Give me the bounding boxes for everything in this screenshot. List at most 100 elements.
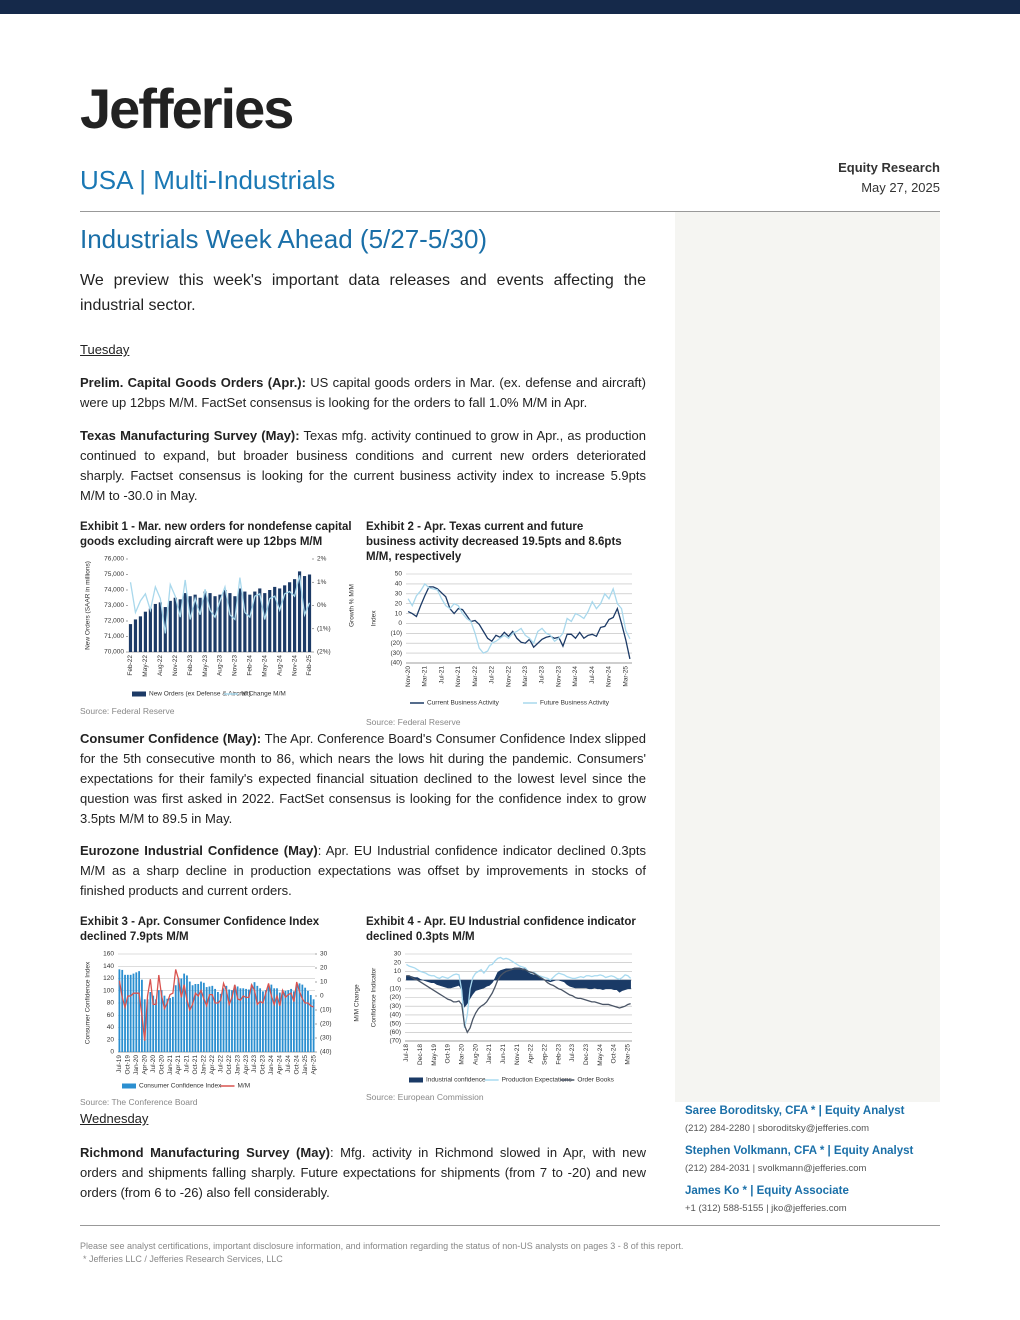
bar	[259, 988, 262, 1052]
bar	[223, 590, 227, 652]
bar	[242, 988, 245, 1052]
analyst-name: Saree Boroditsky, CFA * | Equity Analyst	[685, 1105, 904, 1117]
x-tick-label: May-24	[597, 1044, 604, 1066]
x-tick-label: Aug-23	[217, 655, 224, 676]
bar	[292, 991, 295, 1052]
name: Stephen Volkmann, CFA *	[685, 1145, 825, 1157]
analyst-name: Stephen Volkmann, CFA * | Equity Analyst	[685, 1145, 913, 1157]
area	[406, 967, 631, 1008]
x-tick-label: Jul-24	[285, 1055, 292, 1073]
x-tick-label: Oct-24	[611, 1044, 618, 1064]
x-tick-label: Sep-22	[542, 1044, 549, 1065]
bar	[183, 593, 187, 652]
bar	[301, 984, 304, 1052]
analyst-name: James Ko * | Equity Associate	[685, 1185, 849, 1197]
tick-label: (40)	[390, 660, 402, 667]
bar	[178, 599, 182, 652]
role: | Equity Analyst	[818, 1105, 905, 1117]
tick-label: 40	[107, 1024, 115, 1031]
lead: Richmond Manufacturing Survey (May)	[80, 1145, 331, 1160]
x-tick-label: Jun-21	[500, 1044, 507, 1064]
bar	[309, 995, 312, 1052]
tick-label: 71,000	[104, 633, 124, 640]
x-tick-label: Mar-24	[572, 666, 579, 687]
x-tick-label: Jan-23	[234, 1055, 241, 1075]
bar	[304, 987, 307, 1052]
tick-label: (40)	[389, 1012, 401, 1019]
x-tick-label: May-23	[202, 655, 209, 677]
tick-label: 30	[395, 590, 403, 597]
x-tick-label: Jul-23	[539, 666, 546, 684]
x-tick-label: Nov-22	[505, 666, 512, 687]
x-tick-label: Jul-23	[569, 1044, 576, 1062]
x-tick-label: Jul-19	[116, 1055, 123, 1073]
bar	[180, 978, 183, 1052]
bar	[219, 993, 222, 1052]
bar	[197, 984, 200, 1052]
line	[407, 586, 631, 660]
legend-label: New Orders (ex Defense & Aircraft)	[149, 691, 251, 698]
bar	[177, 977, 180, 1052]
bar	[297, 571, 302, 652]
exhibit: Exhibit 4 - Apr. EU Industrial confidenc…	[366, 915, 636, 945]
chart: 70,000 71,000 72,000 73,000 74,000 75,000 76,0…	[85, 556, 356, 698]
tick-label: (70)	[389, 1038, 401, 1045]
report-label: Equity Research	[838, 160, 940, 175]
x-tick-label: Jul-21	[438, 666, 445, 684]
x-tick-label: Mar-25	[622, 666, 629, 687]
bar	[231, 990, 233, 1052]
bar	[256, 985, 259, 1052]
x-tick-label: Jul-23	[251, 1055, 258, 1073]
x-tick-label: Aug-20	[472, 1044, 479, 1065]
bar	[263, 593, 267, 652]
x-tick-label: Jan-20	[133, 1055, 140, 1075]
bar	[307, 990, 309, 1052]
bar	[253, 982, 256, 1052]
x-tick-label: Dec-23	[583, 1044, 590, 1065]
line	[118, 969, 314, 1041]
chart: 0 20 40 60 80 100 120 140 160 (40) (30) (20) (10) 0 10…	[85, 951, 361, 1090]
text: : Mfg. activity in Richmond slowed in Ap…	[80, 1145, 647, 1200]
x-tick-label: Aug-22	[157, 655, 164, 676]
tick-label: 160	[103, 951, 114, 958]
tick-label: 50	[395, 571, 403, 578]
bar	[245, 988, 247, 1052]
legend-swatch	[409, 1077, 423, 1083]
tick-label: 2%	[317, 556, 327, 563]
bar	[218, 594, 222, 652]
bar	[166, 998, 169, 1052]
bar	[163, 995, 166, 1052]
paragraph: Texas Manufacturing Survey (May): Texas …	[80, 426, 646, 506]
bar	[173, 597, 177, 652]
bar	[193, 594, 197, 652]
bar	[278, 588, 282, 652]
x-tick-label: Apr-22	[209, 1055, 216, 1075]
tick-label: 0	[397, 977, 401, 984]
bar	[236, 986, 239, 1052]
bar	[202, 982, 205, 1052]
x-tick-label: Feb-22	[127, 655, 134, 676]
name: Saree Boroditsky, CFA *	[685, 1105, 816, 1117]
x-tick-label: Mar-22	[472, 666, 479, 687]
exhibit: Exhibit 3 - Apr. Consumer Confidence Ind…	[80, 915, 365, 945]
tick-label: 10	[394, 968, 402, 975]
bar	[168, 600, 172, 652]
bar	[194, 984, 197, 1052]
x-tick-label: May-19	[431, 1044, 438, 1066]
x-tick-label: Nov-23	[232, 655, 239, 676]
exhibit-title: Exhibit 1 - Mar. new orders for nondefen…	[80, 521, 352, 548]
x-tick-label: Nov-20	[405, 666, 412, 687]
role: | Equity Associate	[750, 1185, 849, 1197]
x-tick-label: Mar-20	[458, 1044, 465, 1065]
x-tick-label: Oct-21	[192, 1055, 199, 1075]
x-tick-label: May-24	[261, 655, 268, 677]
bar	[273, 988, 276, 1052]
bar	[276, 988, 278, 1052]
divider	[80, 211, 940, 212]
bar	[278, 992, 281, 1052]
bar	[233, 985, 236, 1052]
tick-label: 100	[103, 987, 114, 994]
bar	[268, 590, 272, 652]
bar	[191, 985, 194, 1052]
bar	[129, 974, 132, 1052]
